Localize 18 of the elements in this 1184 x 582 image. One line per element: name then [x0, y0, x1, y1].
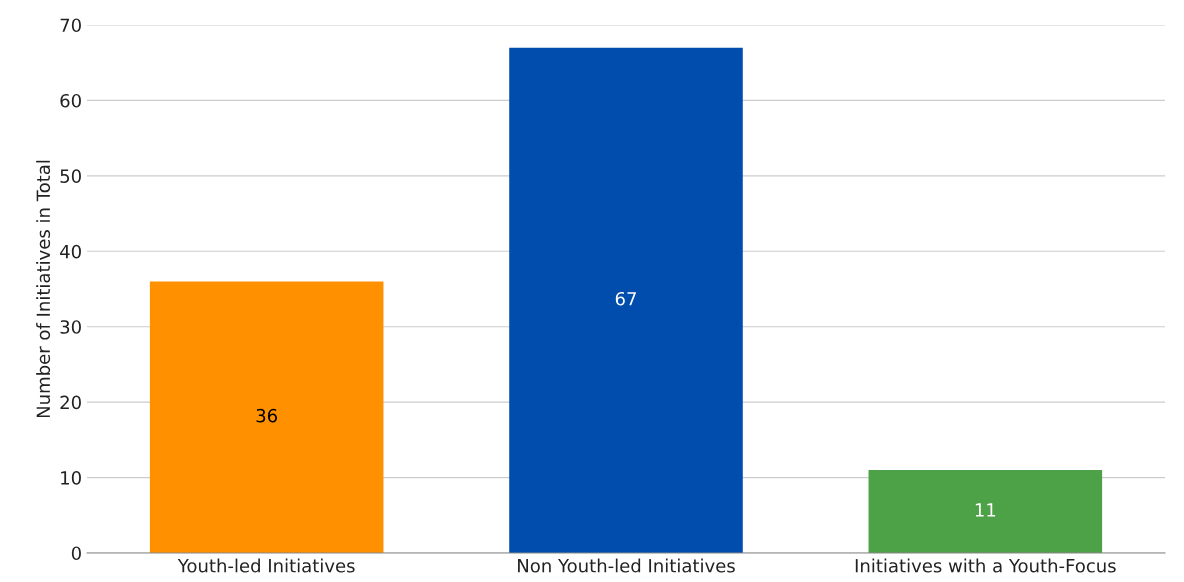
y-tick-label: 30 [60, 320, 81, 334]
data-label: 36 [256, 408, 278, 423]
y-tick-label: 70 [60, 18, 81, 33]
bar [149, 281, 384, 553]
x-tick-label: Non Youth-led Initiatives [518, 558, 735, 573]
x-tick-label: Initiatives with a Youth-Focus [855, 558, 1116, 573]
data-label: 67 [615, 291, 636, 306]
data-label: 11 [975, 503, 996, 517]
y-tick-label: 50 [60, 169, 81, 183]
y-tick-label: 20 [60, 395, 81, 410]
y-tick-label: 10 [61, 471, 81, 485]
bar [868, 470, 1103, 553]
y-tick-label: 60 [60, 93, 81, 108]
y-tick-label: 40 [60, 244, 81, 259]
y-tick-label: 0 [71, 546, 81, 561]
y-axis-title: Number of Initiatives in Total [36, 160, 51, 418]
bar [509, 47, 743, 553]
x-tick-label: Youth-led Initiatives [177, 558, 355, 573]
